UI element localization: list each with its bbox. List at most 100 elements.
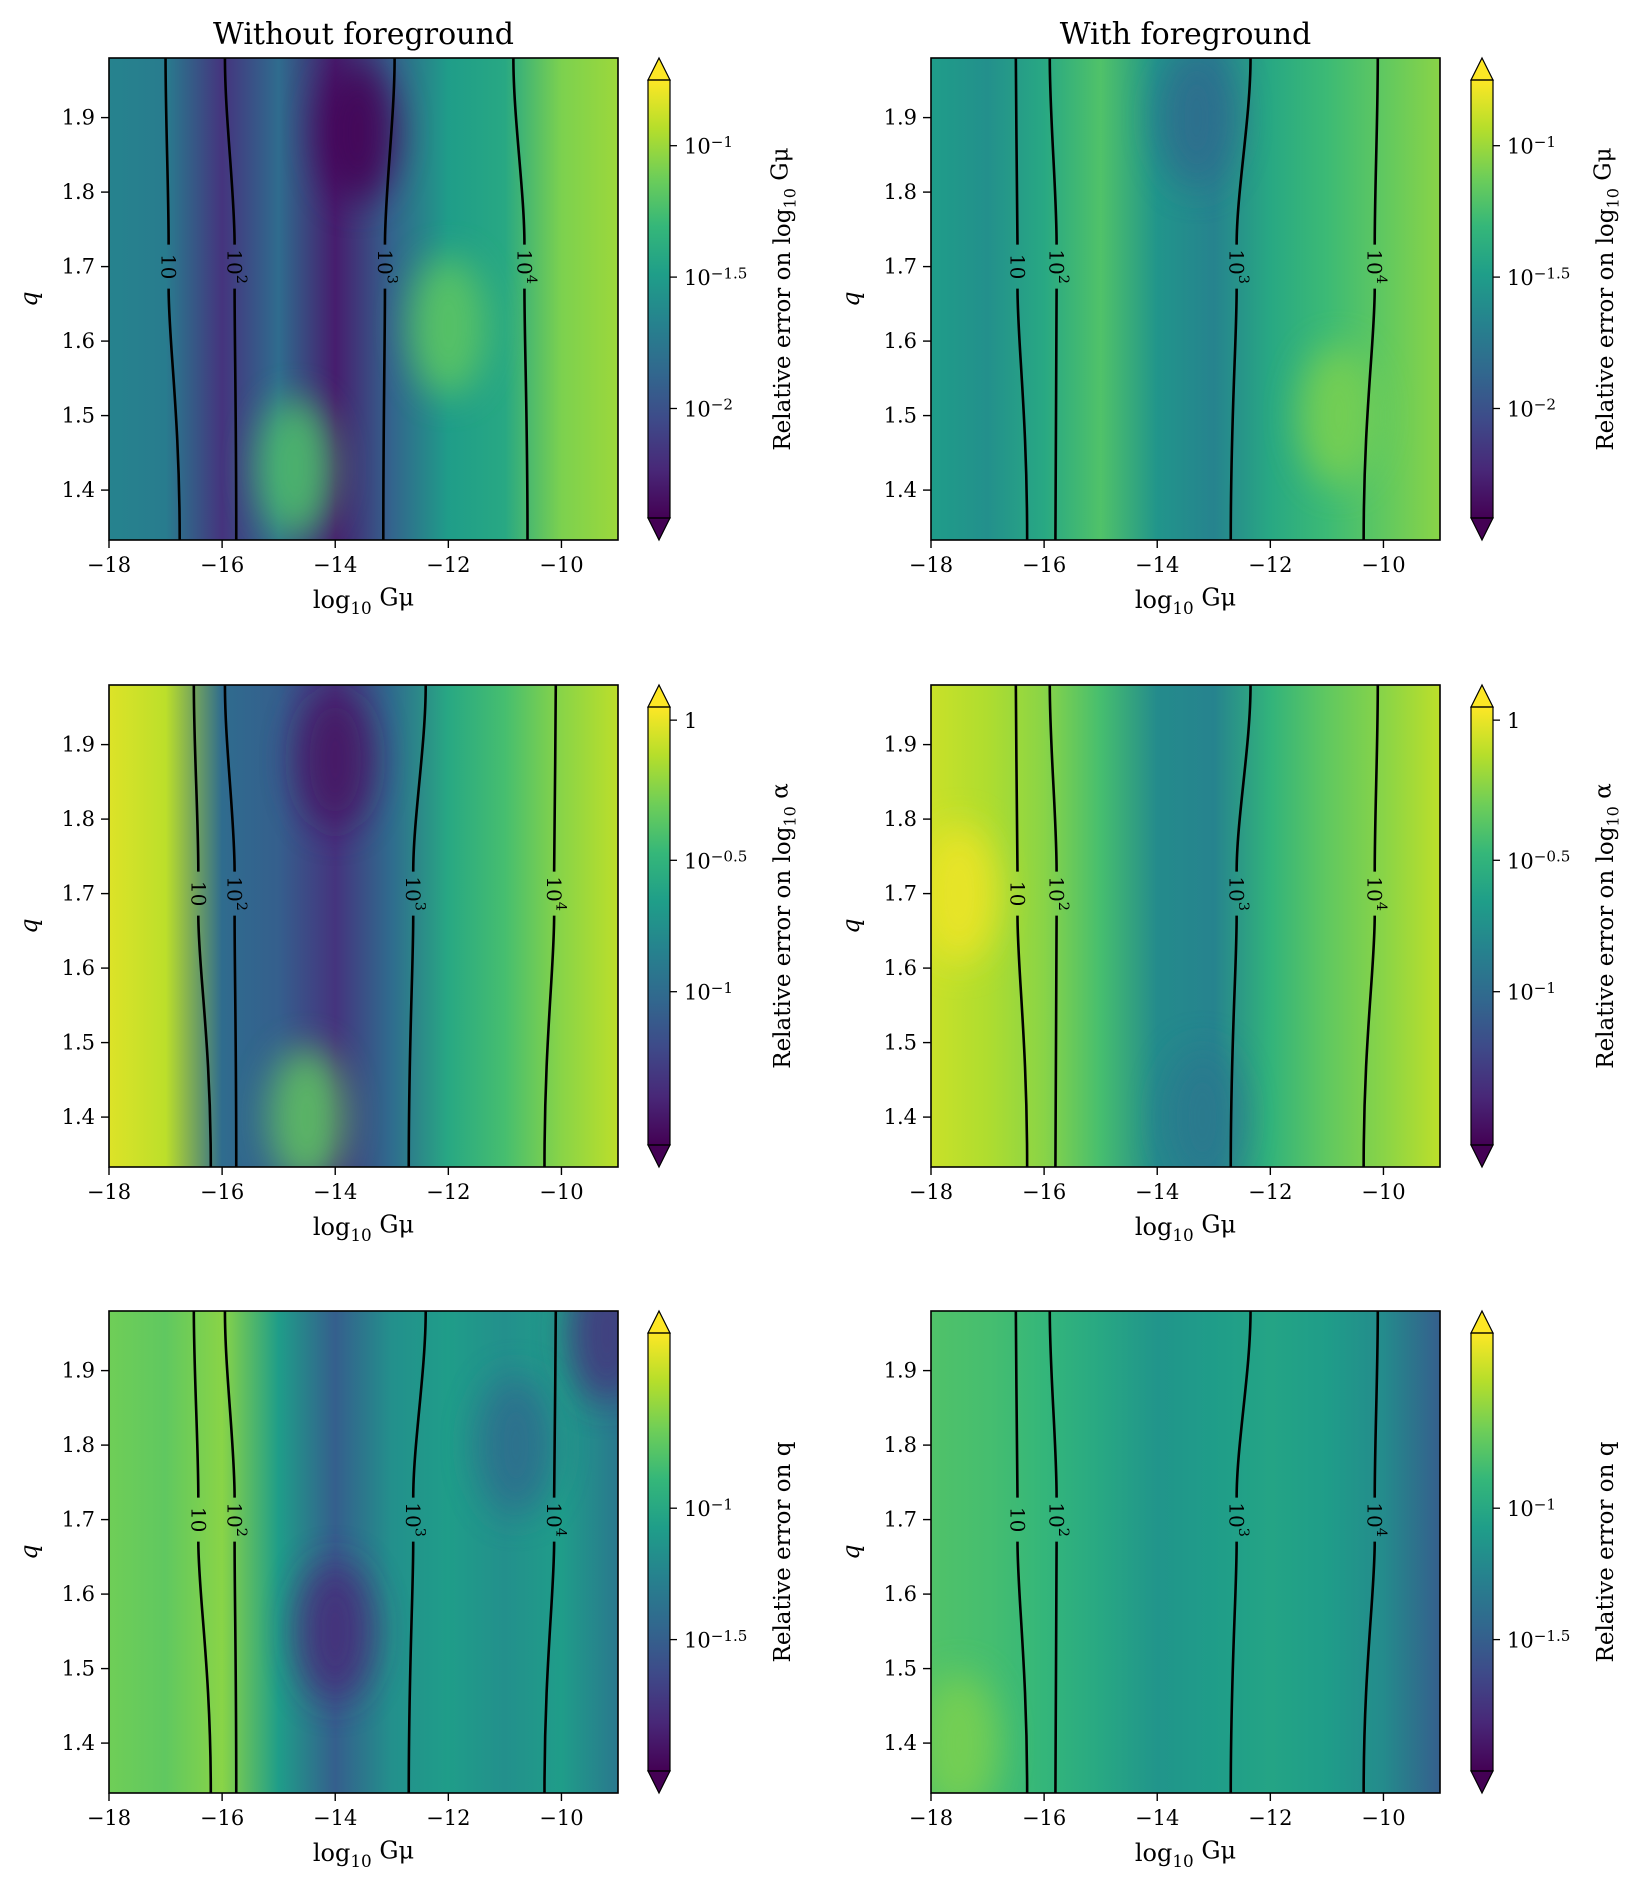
y-axis-label: q [837,291,865,306]
colorbar-label: Relative error on log10 Gμ [768,147,800,450]
panel-5: 10 102 103 104 −18 −16 −14 −12 −10 1.4 1.5 1.6 1.7 1.… [15,1309,796,1871]
colorbar-tick-label: 10−1 [684,979,733,1005]
colorbar-label: Relative error on log10 α [768,783,800,1069]
contour-label: 104 [542,1502,568,1537]
contour-label: 104 [1363,1502,1389,1537]
y-tick-label: 1.4 [62,1105,95,1129]
colorbar-label: Relative error on q [770,1441,796,1662]
colorbar-tick-label: 1 [1507,709,1520,733]
y-tick-label: 1.4 [884,1731,917,1755]
colorbar [1471,1333,1493,1771]
axes-frame [108,57,619,541]
contour-line [1229,1311,1252,1793]
y-tick-label: 1.9 [884,1359,917,1383]
x-tick-label: −18 [909,1806,953,1830]
axes-frame [930,684,1441,1168]
y-axis-label: q [837,1544,865,1559]
y-tick-label: 1.7 [62,255,95,279]
y-tick-label: 1.4 [62,1731,95,1755]
colorbar-tick-label: 10−1 [1507,133,1556,159]
contour-label: 103 [1225,876,1251,911]
colorbar-extend-min [1470,517,1494,542]
heatmap-blob [1300,345,1377,486]
colorbar-frame [1470,706,1494,1146]
contour-label: 10 [1005,254,1029,279]
heatmap-blob [1164,1047,1241,1167]
x-axis-label: log10 Gμ [313,583,414,617]
contour-line [1362,685,1380,1167]
heatmap-field [109,685,618,1167]
y-tick-label: 1.4 [884,478,917,502]
x-tick-label: −12 [426,553,470,577]
x-axis-label: log10 Gμ [313,1836,414,1870]
x-tick-label: −12 [426,1180,470,1204]
heatmap-blob [410,256,487,397]
y-tick-label: 1.6 [884,956,917,980]
contour-line [1229,685,1252,1167]
axes-frame [930,57,1441,541]
contour-label: 104 [1363,249,1389,284]
contour-line [1362,1311,1380,1793]
contour-label: 103 [373,249,399,284]
contour-label: 103 [401,1502,427,1537]
y-tick-label: 1.5 [884,1031,917,1055]
y-tick-label: 1.8 [884,180,917,204]
heatmap-field [931,685,1440,1167]
y-tick-label: 1.7 [884,882,917,906]
contour-line [1014,58,1029,540]
contour-label: 10 [186,881,210,906]
x-tick-label: −12 [426,1806,470,1830]
contour-line [512,58,529,540]
contour-line [381,58,396,540]
x-tick-label: −16 [1022,1180,1066,1204]
x-tick-label: −12 [1248,1806,1292,1830]
x-tick-label: −16 [1022,1806,1066,1830]
x-axis-label: log10 Gμ [1135,1836,1236,1870]
y-tick-label: 1.9 [62,733,95,757]
y-tick-label: 1.4 [884,1105,917,1129]
y-tick-label: 1.8 [884,807,917,831]
contour-line [407,1311,428,1793]
colorbar-tick-label: 10−2 [1507,396,1556,422]
contour-label: 10 [1005,881,1029,906]
colorbar-frame [1470,79,1494,519]
colorbar-extend-min [647,1144,671,1169]
colorbar-tick-label: 10−1.5 [1507,1627,1570,1653]
x-tick-label: −18 [909,1180,953,1204]
heatmap-blob [568,1311,618,1404]
x-tick-label: −18 [909,553,953,577]
contour-label: 10 [157,254,181,279]
x-tick-label: −14 [1135,1180,1179,1204]
y-tick-label: 1.6 [62,956,95,980]
y-axis-label: q [15,291,43,306]
colorbar-extend-min [647,517,671,542]
contour-label: 103 [401,876,427,911]
colorbar-tick-label: 10−1 [684,133,733,159]
contour-label: 10 [1005,1507,1029,1532]
contour-line [1048,58,1058,540]
contour-line [223,1311,238,1793]
y-tick-label: 1.5 [62,404,95,428]
contour-line [192,1311,213,1793]
contour-label: 102 [1045,249,1071,284]
colorbar-tick-label: 10−1.5 [684,264,747,290]
heatmap-blob [931,1673,998,1793]
y-tick-label: 1.6 [62,1582,95,1606]
colorbar [648,1333,670,1771]
y-tick-label: 1.8 [62,1433,95,1457]
contour-label: 102 [1045,1502,1071,1537]
colorbar-label: Relative error on log10 α [1591,783,1623,1069]
y-tick-label: 1.5 [62,1657,95,1681]
x-tick-label: −10 [539,1180,583,1204]
colorbar-extend-max [647,56,671,81]
colorbar-tick-label: 10−1 [1507,1495,1556,1521]
contour-label: 10 [186,1507,210,1532]
axes-frame [108,1310,619,1794]
colorbar-label: Relative error on log10 Gμ [1591,147,1623,450]
x-tick-label: −10 [1361,1180,1405,1204]
colorbar-frame [647,1332,671,1772]
heatmap-base [931,1311,1440,1793]
y-tick-label: 1.9 [62,106,95,130]
contour-label: 102 [223,876,249,911]
colorbar-tick-label: 10−1 [1507,979,1556,1005]
